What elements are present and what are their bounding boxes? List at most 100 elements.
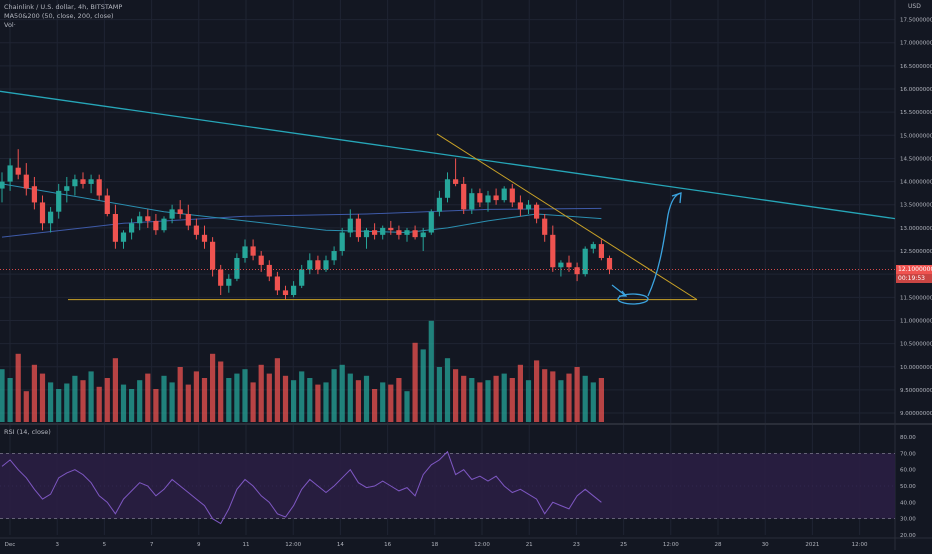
time-tick-label: 3 <box>55 542 59 548</box>
time-tick-label: 28 <box>715 542 722 548</box>
candle-body <box>39 202 46 224</box>
candle-body <box>193 225 199 235</box>
volume-bar <box>355 380 361 422</box>
candle-body <box>177 209 183 214</box>
volume-bar <box>258 364 264 422</box>
rsi-tick-label: 20.00 <box>900 533 916 539</box>
volume-bar <box>469 378 475 422</box>
volume-bar <box>582 375 588 422</box>
volume-bar <box>137 380 143 422</box>
candle-body <box>380 227 386 235</box>
volume-bar <box>226 378 232 422</box>
candle-body <box>331 251 337 261</box>
volume-bar <box>347 373 353 422</box>
rsi-tick-label: 70.00 <box>900 451 916 457</box>
candle-body <box>517 202 523 210</box>
time-tick-label: 12:00 <box>852 542 868 548</box>
volume-bar <box>542 369 548 422</box>
price-tick-label: 10.50000000 <box>900 342 932 348</box>
volume-bar <box>266 373 272 422</box>
candle-body <box>48 211 54 224</box>
candle-body <box>153 220 159 231</box>
candle-body <box>112 214 118 242</box>
projection-down-arrow <box>611 284 627 297</box>
candle-body <box>15 167 21 175</box>
time-tick-label: 23 <box>573 542 580 548</box>
rsi-tick-label: 60.00 <box>900 468 916 474</box>
price-tick-label: 15.50000000 <box>900 110 932 116</box>
volume-bar <box>598 378 604 422</box>
candle-body <box>339 232 345 252</box>
candle-body <box>420 232 426 238</box>
price-tick-label: 17.00000000 <box>900 41 932 47</box>
candle-body <box>96 179 102 196</box>
candle-body <box>469 193 475 210</box>
volume-bar <box>501 373 507 422</box>
price-tick-label: 11.00000000 <box>900 318 932 324</box>
price-tick-label: 14.00000000 <box>900 180 932 186</box>
bar-countdown-tag: 00:19:53 <box>896 274 932 283</box>
volume-bar <box>218 361 224 422</box>
volume-bar <box>104 378 110 422</box>
candle-body <box>428 211 434 233</box>
candle-body <box>234 257 240 279</box>
candle-body <box>485 195 491 203</box>
candle-body <box>88 179 94 184</box>
volume-bar <box>7 378 13 422</box>
rsi-tick-label: 40.00 <box>900 500 916 506</box>
volume-bar <box>161 375 167 422</box>
ma200-line <box>1 207 602 238</box>
descending-trendline <box>0 90 896 220</box>
time-tick-label: 14 <box>337 542 344 548</box>
candle-body <box>210 241 216 270</box>
volume-bar <box>112 358 118 422</box>
rsi-tick-label: 50.00 <box>900 484 916 490</box>
candle-body <box>0 181 5 189</box>
candle-body <box>525 204 532 210</box>
candle-body <box>396 230 402 235</box>
volume-bar <box>566 373 572 422</box>
candle-body <box>274 276 280 291</box>
projection-up-curve <box>647 192 682 297</box>
volume-bar <box>0 369 5 422</box>
price-tick-label: 11.50000000 <box>900 295 932 301</box>
volume-bar <box>388 384 394 422</box>
time-tick-label: 12:00 <box>474 542 490 548</box>
time-tick-label: 30 <box>762 542 769 548</box>
candle-body <box>412 230 418 238</box>
candle-body <box>307 260 313 270</box>
target-ellipse <box>617 293 649 305</box>
candle-body <box>104 195 110 214</box>
candle-body <box>250 246 256 256</box>
volume-bar <box>380 382 386 422</box>
symbol-title: Chainlink / U.S. dollar, 4h, BITSTAMP <box>4 3 123 11</box>
volume-bar <box>291 380 297 422</box>
candle-body <box>606 257 613 270</box>
candle-body <box>299 269 305 286</box>
candle-body <box>444 179 451 198</box>
candle-body <box>501 188 507 201</box>
volume-bar <box>96 386 102 422</box>
time-tick-label: Dec <box>5 542 16 548</box>
volume-bar <box>193 371 199 422</box>
volume-bar <box>339 364 345 422</box>
volume-bar <box>145 373 151 422</box>
time-tick-label: 18 <box>431 542 438 548</box>
candle-body <box>372 230 378 235</box>
candle-body <box>355 218 361 238</box>
candle-body <box>363 230 370 238</box>
volume-bar <box>31 364 37 422</box>
candle-body <box>72 179 78 187</box>
volume-bar <box>444 358 451 422</box>
rsi-line <box>1 450 602 525</box>
candle-body <box>129 223 135 233</box>
volume-bar <box>372 389 378 422</box>
volume-bar <box>396 378 402 422</box>
volume-bar <box>550 371 556 422</box>
rsi-band <box>0 453 895 519</box>
volume-bar <box>461 375 467 422</box>
volume-bar <box>315 384 321 422</box>
